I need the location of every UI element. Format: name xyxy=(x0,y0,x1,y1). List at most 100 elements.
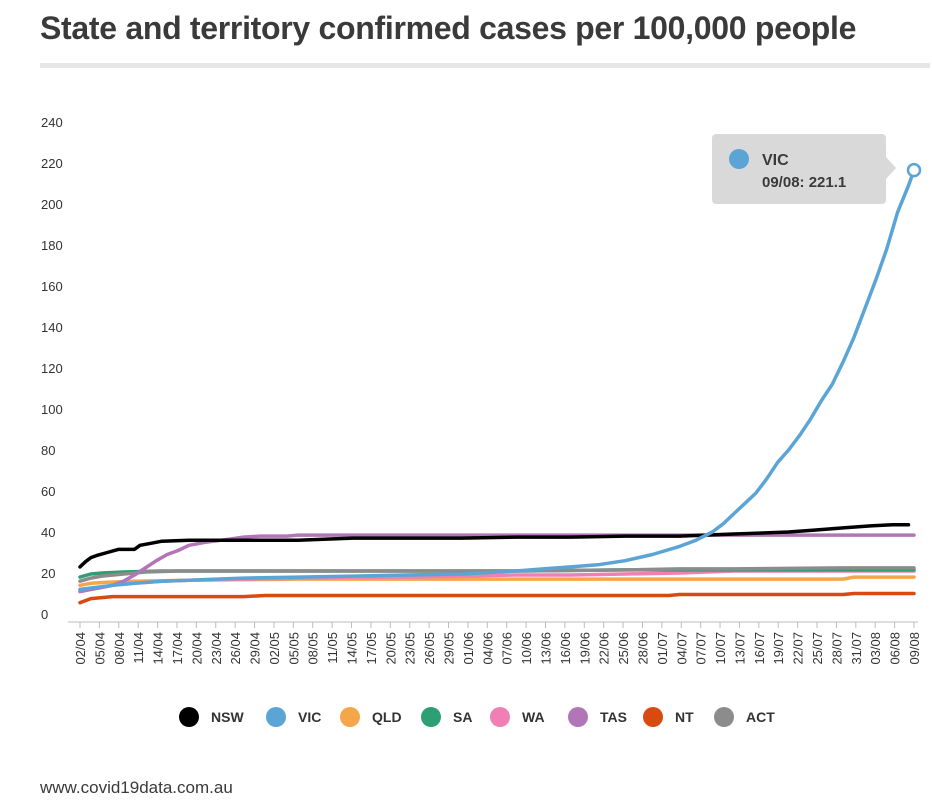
legend-label: NSW xyxy=(211,709,244,725)
y-tick-label: 40 xyxy=(41,525,55,540)
x-tick-label: 29/04 xyxy=(248,632,263,665)
legend-label: QLD xyxy=(372,709,402,725)
legend-swatch xyxy=(643,707,663,727)
x-tick-label: 04/06 xyxy=(480,632,495,665)
legend-swatch xyxy=(179,707,199,727)
legend-item-nsw[interactable]: NSW xyxy=(179,707,244,727)
y-tick-label: 120 xyxy=(41,361,63,376)
legend-label: SA xyxy=(453,709,472,725)
y-tick-label: 80 xyxy=(41,443,55,458)
x-tick-label: 25/07 xyxy=(810,632,825,665)
y-tick-label: 220 xyxy=(41,156,63,171)
x-tick-label: 16/06 xyxy=(558,632,573,665)
legend-item-wa[interactable]: WA xyxy=(490,707,545,727)
legend-item-tas[interactable]: TAS xyxy=(568,707,627,727)
series-line-nsw[interactable] xyxy=(78,523,911,569)
series-layer[interactable] xyxy=(78,162,922,605)
tooltip-value: 09/08: 221.1 xyxy=(762,174,846,191)
x-tick-label: 26/05 xyxy=(422,632,437,665)
x-tick-label: 05/05 xyxy=(286,632,301,665)
x-tick-label: 20/05 xyxy=(383,632,398,665)
x-tick-label: 13/06 xyxy=(538,632,553,665)
x-tick-label: 25/06 xyxy=(616,632,631,665)
tooltip: VIC 09/08: 221.1 xyxy=(712,134,896,204)
y-axis: 0 20 40 60 80 100 120 140 160 180 200 220 240 xyxy=(41,115,63,622)
x-tick-label: 09/08 xyxy=(907,632,922,665)
x-tick-label: 31/07 xyxy=(849,632,864,665)
legend-swatch xyxy=(568,707,588,727)
legend-item-vic[interactable]: VIC xyxy=(266,707,321,727)
legend-label: NT xyxy=(675,709,694,725)
x-tick-label: 20/04 xyxy=(189,632,204,665)
legend-label: ACT xyxy=(746,709,775,725)
x-tick-label: 22/07 xyxy=(791,632,806,665)
tooltip-box xyxy=(712,134,886,204)
series-line-vic[interactable] xyxy=(78,168,916,592)
legend[interactable]: NSW VIC QLD SA WA TAS NT ACT xyxy=(179,707,775,727)
y-tick-label: 240 xyxy=(41,115,63,130)
x-tick-label: 17/05 xyxy=(364,632,379,665)
y-tick-label: 200 xyxy=(41,197,63,212)
y-tick-label: 0 xyxy=(41,607,48,622)
x-axis: 02/04 05/04 08/04 11/04 14/04 17/04 20/04 23/04… xyxy=(73,622,922,665)
x-tick-label: 06/08 xyxy=(888,632,903,665)
x-tick-label: 14/04 xyxy=(151,632,166,665)
vic-hover-point[interactable] xyxy=(906,162,922,178)
x-tick-label: 26/04 xyxy=(228,632,243,665)
x-tick-label: 01/07 xyxy=(655,632,670,665)
tooltip-pointer xyxy=(886,157,896,179)
legend-swatch xyxy=(490,707,510,727)
legend-item-qld[interactable]: QLD xyxy=(340,707,402,727)
x-tick-label: 08/05 xyxy=(306,632,321,665)
title-divider xyxy=(40,63,930,68)
x-tick-label: 19/06 xyxy=(577,632,592,665)
tooltip-series-dot xyxy=(729,149,749,169)
x-tick-label: 08/04 xyxy=(112,632,127,665)
x-tick-label: 11/05 xyxy=(325,632,340,664)
x-tick-label: 10/07 xyxy=(713,632,728,665)
y-tick-label: 160 xyxy=(41,279,63,294)
x-tick-label: 23/05 xyxy=(403,632,418,665)
x-tick-label: 11/04 xyxy=(131,632,146,664)
y-tick-label: 140 xyxy=(41,320,63,335)
legend-item-nt[interactable]: NT xyxy=(643,707,694,727)
x-tick-label: 29/05 xyxy=(442,632,457,665)
y-tick-label: 60 xyxy=(41,484,55,499)
x-tick-label: 07/07 xyxy=(694,632,709,665)
page-title: State and territory confirmed cases per … xyxy=(40,10,857,46)
x-tick-label: 04/07 xyxy=(674,632,689,665)
tooltip-series-name: VIC xyxy=(762,152,789,169)
series-line-act[interactable] xyxy=(78,566,916,583)
x-tick-label: 19/07 xyxy=(771,632,786,665)
legend-swatch xyxy=(340,707,360,727)
legend-item-act[interactable]: ACT xyxy=(714,707,775,727)
y-tick-label: 180 xyxy=(41,238,63,253)
x-tick-label: 10/06 xyxy=(519,632,534,665)
series-line-nt[interactable] xyxy=(78,591,916,605)
legend-swatch xyxy=(266,707,286,727)
x-tick-label: 28/07 xyxy=(829,632,844,665)
legend-item-sa[interactable]: SA xyxy=(421,707,472,727)
legend-swatch xyxy=(714,707,734,727)
y-tick-label: 20 xyxy=(41,566,55,581)
x-tick-label: 05/04 xyxy=(92,632,107,665)
legend-swatch xyxy=(421,707,441,727)
series-line-qld[interactable] xyxy=(78,575,916,588)
legend-label: WA xyxy=(522,709,545,725)
legend-label: VIC xyxy=(298,709,321,725)
series-line-tas[interactable] xyxy=(78,533,916,594)
legend-label: TAS xyxy=(600,709,627,725)
source-credit: www.covid19data.com.au xyxy=(40,778,233,797)
x-tick-label: 23/04 xyxy=(209,632,224,665)
x-tick-label: 28/06 xyxy=(635,632,650,665)
x-tick-label: 17/04 xyxy=(170,632,185,665)
x-tick-label: 02/05 xyxy=(267,632,282,665)
x-tick-label: 07/06 xyxy=(500,632,515,665)
x-tick-label: 03/08 xyxy=(868,632,883,665)
x-tick-label: 13/07 xyxy=(732,632,747,665)
x-tick-label: 02/04 xyxy=(73,632,88,665)
x-tick-label: 16/07 xyxy=(752,632,767,665)
x-tick-label: 01/06 xyxy=(461,632,476,665)
y-tick-label: 100 xyxy=(41,402,63,417)
